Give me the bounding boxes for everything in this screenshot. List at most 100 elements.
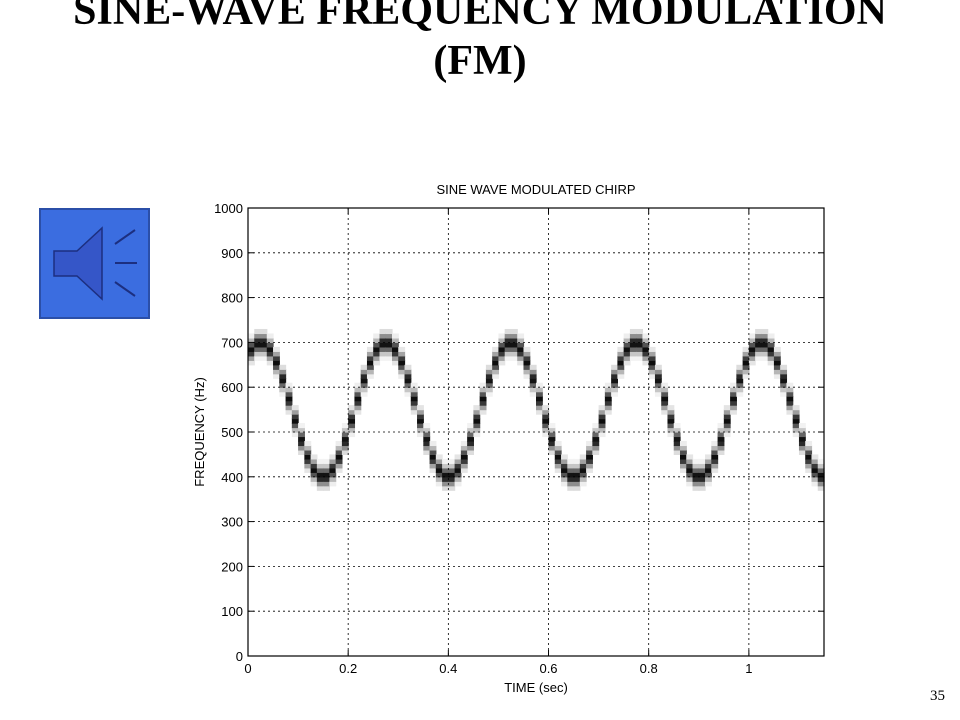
spectrogram-cell <box>423 436 431 442</box>
spectrogram-cell <box>667 414 675 420</box>
spectrogram-cell <box>705 472 712 478</box>
spectrogram-cell <box>748 346 756 352</box>
spectrogram-cell <box>792 414 800 420</box>
spectrogram-cell <box>291 414 299 420</box>
audio-play-button[interactable] <box>39 208 150 319</box>
spectrogram-cell <box>523 360 531 366</box>
spectrogram-cell <box>423 449 431 455</box>
spectrogram-cell <box>611 382 618 388</box>
spectrogram-cell <box>435 467 443 473</box>
spectrogram-cell <box>354 382 362 388</box>
y-tick-label: 700 <box>221 335 243 350</box>
spectrogram-cell <box>698 467 706 473</box>
spectrogram-cell <box>504 351 512 357</box>
spectrogram-cell <box>366 351 374 357</box>
spectrogram-cell <box>567 476 575 482</box>
spectrogram-cell <box>661 409 669 415</box>
spectrogram-cell <box>291 409 299 415</box>
spectrogram-cell <box>473 432 481 438</box>
spectrogram-cell <box>667 409 675 415</box>
spectrogram-cell <box>717 427 725 433</box>
spectrogram-cell <box>648 369 656 375</box>
spectrogram-cell <box>648 351 656 357</box>
spectrogram-cell <box>504 342 512 348</box>
spectrogram-cell <box>360 369 368 375</box>
spectrogram-cell <box>755 351 762 357</box>
spectrogram-cell <box>360 382 368 388</box>
spectrogram-cell <box>504 328 512 335</box>
spectrogram-cell <box>586 445 593 451</box>
spectrogram-cell <box>379 351 387 357</box>
spectrogram-cell <box>736 391 744 397</box>
spectrogram-cell <box>642 342 650 348</box>
spectrogram-cell <box>573 485 581 491</box>
spectrogram-cell <box>579 472 587 478</box>
spectrogram-cell <box>366 346 374 352</box>
spectrogram-cell <box>711 440 719 447</box>
spectrogram-cell <box>780 391 788 397</box>
spectrogram-cell <box>354 400 362 406</box>
spectrogram-cell <box>454 454 462 460</box>
spectrogram-cell <box>504 333 512 339</box>
spectrogram-cell <box>392 337 399 343</box>
spectrogram-cell <box>248 333 255 339</box>
spectrogram-cell <box>767 337 775 343</box>
spectrogram-cell <box>767 355 775 361</box>
spectrogram-cell <box>761 333 769 339</box>
spectrogram-cell <box>742 351 750 357</box>
spectrogram-cell <box>473 423 481 429</box>
spectrogram-cell <box>442 485 449 491</box>
spectrogram-cell <box>260 333 268 339</box>
spectrogram-cell <box>811 467 819 473</box>
spectrogram-cell <box>673 449 681 455</box>
spectrogram-cell <box>273 346 280 352</box>
spectrogram-cell <box>692 481 700 487</box>
spectrogram-cell <box>260 337 268 343</box>
spectrogram-cell <box>717 445 725 451</box>
spectrogram-cell <box>248 360 255 366</box>
spectrogram-cell <box>354 405 362 411</box>
spectrogram-cell <box>661 400 669 406</box>
spectrogram-cell <box>586 454 593 460</box>
spectrogram-cell <box>473 409 481 415</box>
spectrogram-cell <box>379 346 387 352</box>
spectrogram-cell <box>323 481 330 487</box>
spectrogram-cell <box>485 387 493 393</box>
spectrogram-cell <box>329 467 337 473</box>
spectrogram-cell <box>417 418 424 424</box>
spectrogram-cell <box>523 373 531 379</box>
spectrogram-cell <box>711 454 719 460</box>
spectrogram-cell <box>523 346 531 352</box>
spectrogram-cell <box>517 355 525 361</box>
spectrogram-cell <box>385 355 393 361</box>
spectrogram-cell <box>498 360 506 366</box>
spectrogram-cell <box>492 346 500 352</box>
spectrogram-cell <box>266 342 274 348</box>
spectrogram-cell <box>723 409 731 415</box>
spectrogram-cell <box>536 382 543 388</box>
spectrogram-cell <box>473 414 481 420</box>
spectrogram-cell <box>536 391 543 397</box>
spectrogram-cell <box>429 449 437 455</box>
spectrogram-cell <box>611 369 618 375</box>
spectrogram-cell <box>661 396 669 402</box>
spectrogram-cell <box>404 391 412 397</box>
spectrogram-cell <box>692 463 700 469</box>
spectrogram-cell <box>780 387 788 393</box>
x-tick-label: 0.2 <box>339 661 357 676</box>
spectrogram-cell <box>429 458 437 464</box>
spectrogram-cell <box>523 364 531 370</box>
spectrogram-cell <box>467 436 474 442</box>
chart-title: SINE WAVE MODULATED CHIRP <box>436 182 635 197</box>
spectrogram-cell <box>617 346 625 352</box>
spectrogram-cell <box>736 387 744 393</box>
spectrogram-cell <box>529 373 537 379</box>
spectrogram-cell <box>748 333 756 339</box>
spectrogram-cell <box>266 355 274 361</box>
spectrogram-cell <box>536 396 543 402</box>
spectrogram-cell <box>548 449 556 455</box>
spectrogram-cell <box>435 458 443 464</box>
spectrogram-cell <box>548 436 556 442</box>
spectrogram-cell <box>429 445 437 451</box>
spectrogram-cell <box>473 418 481 424</box>
